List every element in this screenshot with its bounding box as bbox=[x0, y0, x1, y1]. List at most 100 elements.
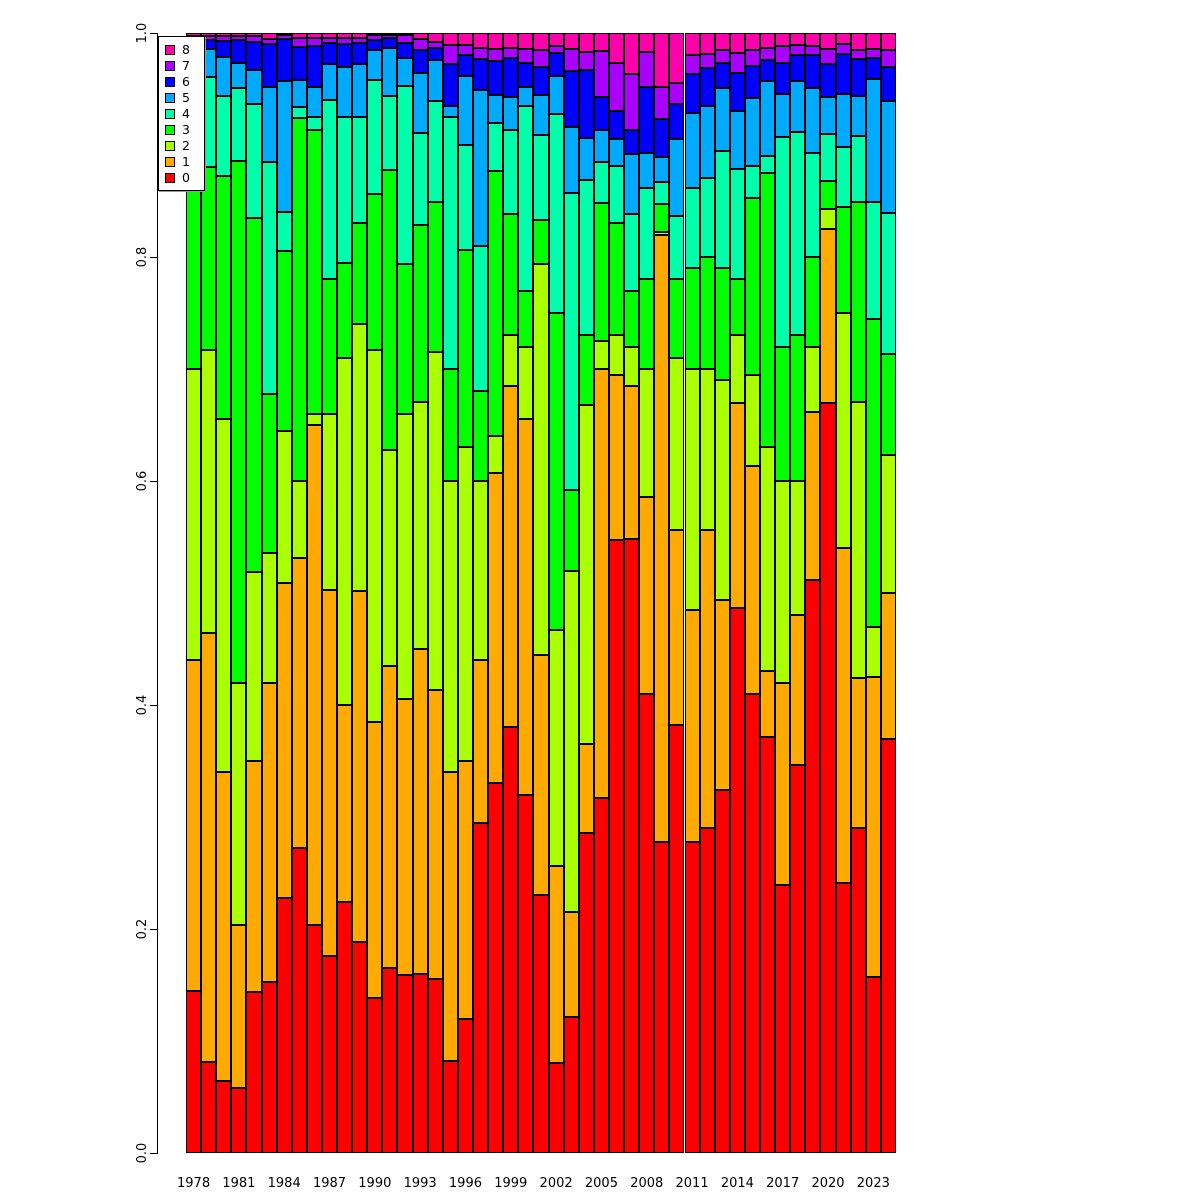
bar-segment-cat6 bbox=[805, 55, 821, 88]
bar-segment-cat2 bbox=[563, 570, 579, 913]
stacked-bar-2017 bbox=[775, 33, 791, 1153]
bar-segment-cat2 bbox=[533, 263, 549, 655]
bar-segment-cat6 bbox=[306, 46, 322, 87]
legend-swatch-icon bbox=[165, 77, 175, 87]
legend-label: 5 bbox=[182, 90, 190, 105]
bar-segment-cat7 bbox=[699, 54, 715, 68]
bar-segment-cat6 bbox=[714, 63, 730, 88]
stacked-bar-1980 bbox=[216, 33, 232, 1153]
bar-segment-cat3 bbox=[714, 268, 730, 381]
bar-segment-cat3 bbox=[186, 173, 202, 370]
bar-segment-cat7 bbox=[442, 45, 458, 65]
y-axis-line bbox=[157, 33, 158, 1154]
bar-segment-cat5 bbox=[518, 86, 534, 106]
bar-segment-cat5 bbox=[457, 75, 473, 146]
bar-segment-cat8 bbox=[291, 33, 307, 38]
bar-segment-cat5 bbox=[805, 87, 821, 153]
bar-segment-cat8 bbox=[216, 33, 232, 37]
bar-segment-cat1 bbox=[473, 660, 489, 823]
bar-segment-cat5 bbox=[261, 86, 277, 162]
bar-segment-cat4 bbox=[473, 245, 489, 392]
bar-segment-cat7 bbox=[397, 35, 413, 44]
stacked-bar-2002 bbox=[548, 33, 564, 1153]
bar-segment-cat0 bbox=[880, 738, 896, 1153]
bar-segment-cat1 bbox=[850, 678, 866, 829]
bar-segment-cat3 bbox=[805, 257, 821, 347]
bar-segment-cat7 bbox=[216, 36, 232, 41]
bar-segment-cat5 bbox=[427, 59, 443, 102]
legend-swatch-icon bbox=[165, 109, 175, 119]
bar-segment-cat0 bbox=[533, 895, 549, 1153]
bar-segment-cat2 bbox=[744, 374, 761, 467]
bar-segment-cat3 bbox=[775, 346, 791, 482]
bar-segment-cat5 bbox=[835, 93, 851, 148]
bar-segment-cat2 bbox=[639, 369, 655, 497]
bar-segment-cat8 bbox=[518, 33, 534, 49]
bar-segment-cat4 bbox=[760, 156, 776, 174]
bar-segment-cat4 bbox=[624, 214, 640, 291]
bar-segment-cat6 bbox=[548, 53, 564, 76]
legend-entry-3: 3 bbox=[165, 122, 204, 138]
bar-segment-cat6 bbox=[684, 74, 700, 113]
bar-segment-cat1 bbox=[457, 761, 473, 1019]
bar-segment-cat5 bbox=[790, 81, 806, 132]
x-axis-label: 2005 bbox=[584, 1176, 618, 1191]
bar-segment-cat1 bbox=[352, 590, 368, 943]
bar-segment-cat5 bbox=[639, 152, 655, 188]
stacked-bar-2022 bbox=[850, 33, 866, 1153]
bar-segment-cat6 bbox=[729, 73, 745, 112]
bar-segment-cat1 bbox=[367, 721, 383, 999]
bar-segment-cat0 bbox=[835, 883, 851, 1153]
bar-segment-cat7 bbox=[261, 38, 277, 45]
bar-segment-cat0 bbox=[578, 832, 594, 1153]
bar-segment-cat1 bbox=[790, 615, 806, 766]
stacked-bar-1988 bbox=[337, 33, 353, 1153]
bar-segment-cat2 bbox=[820, 208, 836, 230]
bar-segment-cat8 bbox=[382, 33, 398, 36]
bar-segment-cat6 bbox=[246, 42, 262, 71]
bar-segment-cat5 bbox=[744, 98, 761, 167]
bar-segment-cat4 bbox=[850, 136, 866, 203]
bar-segment-cat2 bbox=[442, 481, 458, 773]
legend-label: 1 bbox=[182, 154, 190, 169]
bar-segment-cat0 bbox=[790, 765, 806, 1153]
bar-segment-cat7 bbox=[820, 48, 836, 65]
bar-segment-cat3 bbox=[457, 250, 473, 448]
bar-segment-cat8 bbox=[593, 33, 609, 51]
y-axis-label: 0.6 bbox=[135, 470, 150, 492]
bar-segment-cat0 bbox=[805, 579, 821, 1153]
bar-segment-cat7 bbox=[337, 37, 353, 45]
bar-segment-cat1 bbox=[744, 466, 761, 694]
bar-segment-cat1 bbox=[382, 665, 398, 969]
bar-segment-cat7 bbox=[760, 47, 776, 60]
bar-segment-cat1 bbox=[563, 912, 579, 1018]
bar-segment-cat0 bbox=[427, 979, 443, 1153]
bar-segment-cat3 bbox=[760, 173, 776, 448]
bar-segment-cat4 bbox=[488, 122, 504, 171]
bar-segment-cat5 bbox=[216, 56, 232, 96]
bar-segment-cat5 bbox=[382, 47, 398, 96]
bar-segment-cat8 bbox=[608, 33, 625, 64]
bar-segment-cat3 bbox=[533, 220, 549, 264]
bar-segment-cat8 bbox=[760, 33, 776, 48]
bar-segment-cat0 bbox=[186, 990, 202, 1153]
bar-segment-cat5 bbox=[684, 112, 700, 188]
bar-segment-cat4 bbox=[352, 117, 368, 224]
x-axis-label: 1981 bbox=[222, 1176, 256, 1191]
bar-segment-cat1 bbox=[608, 374, 625, 541]
bar-segment-cat6 bbox=[382, 38, 398, 48]
bar-segment-cat8 bbox=[790, 33, 806, 46]
bar-segment-cat2 bbox=[457, 447, 473, 762]
x-axis-label: 1999 bbox=[494, 1176, 528, 1191]
bar-segment-cat2 bbox=[805, 346, 821, 412]
bar-segment-cat2 bbox=[321, 413, 338, 590]
stacked-bar-1984 bbox=[276, 33, 292, 1153]
bar-segment-cat8 bbox=[729, 33, 745, 54]
bar-segment-cat3 bbox=[684, 268, 700, 370]
bar-segment-cat6 bbox=[473, 58, 489, 91]
stacked-bar-1997 bbox=[473, 33, 489, 1153]
x-axis-label: 1984 bbox=[267, 1176, 301, 1191]
bar-segment-cat5 bbox=[699, 105, 715, 178]
bar-segment-cat1 bbox=[397, 699, 413, 975]
bar-segment-cat3 bbox=[593, 203, 609, 342]
